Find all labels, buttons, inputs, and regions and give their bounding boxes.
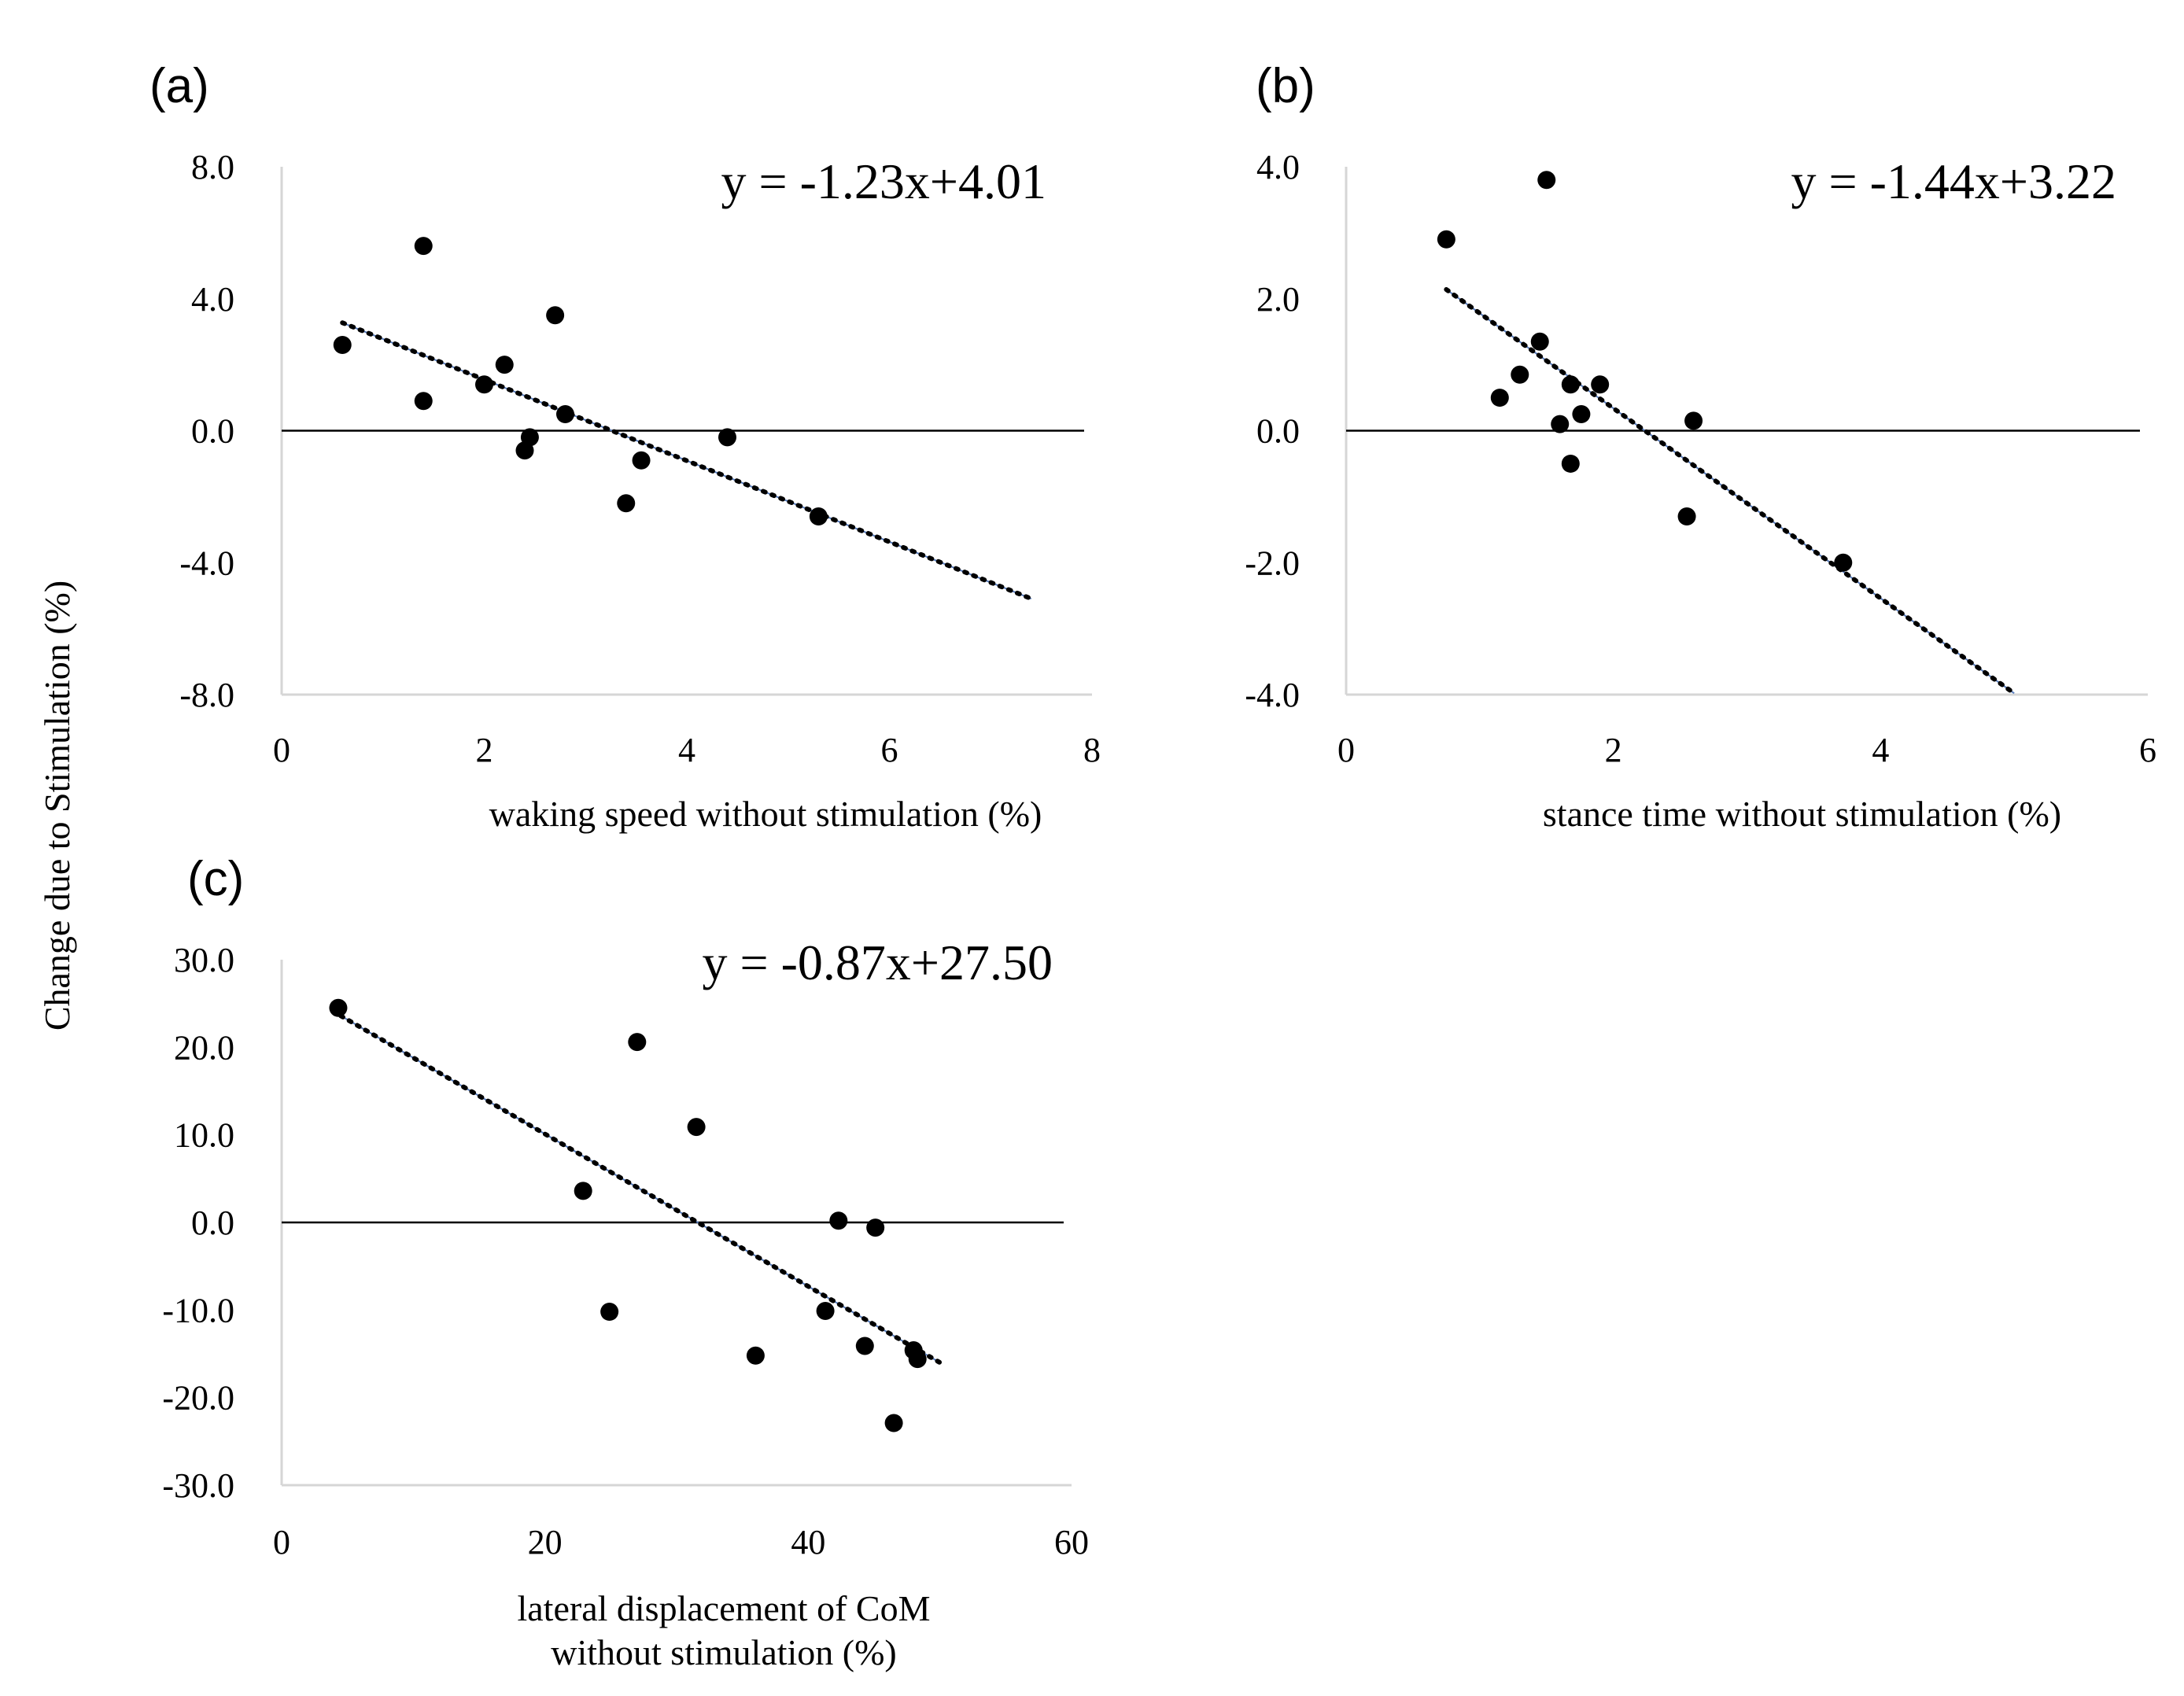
y-tick-label: 0.0 <box>191 412 234 451</box>
trendline-equation: y = -1.23x+4.01 <box>721 153 1047 209</box>
trendline <box>340 320 1034 602</box>
y-tick-label: -2.0 <box>1245 544 1300 582</box>
data-point <box>556 405 574 424</box>
x-tick-label: 0 <box>1337 731 1355 769</box>
data-point <box>687 1118 706 1137</box>
data-point <box>718 428 736 447</box>
data-point <box>475 375 493 394</box>
y-tick-label: 4.0 <box>1256 148 1300 186</box>
data-point <box>816 1301 835 1320</box>
x-tick-label: 4 <box>1872 731 1889 769</box>
panel-label: (c) <box>187 852 244 906</box>
x-tick-label: 2 <box>1605 731 1622 769</box>
data-point <box>1834 553 1853 572</box>
data-point <box>1511 365 1529 384</box>
chart-panel-1: (a) 8.0 4.0 0.0 -4.0 -8.0 0 2 4 6 8 waking speed wi… <box>149 59 1101 834</box>
shared-y-axis-title: Change due to Stimulation (%) <box>37 581 77 1031</box>
data-point <box>414 237 433 256</box>
y-tick-label: -20.0 <box>162 1379 234 1418</box>
data-point <box>1537 171 1556 190</box>
data-point <box>884 1414 903 1432</box>
trendline <box>338 1013 943 1366</box>
y-tick-label: -10.0 <box>162 1291 234 1329</box>
data-point <box>809 507 828 526</box>
x-tick-label: 20 <box>528 1523 563 1561</box>
data-point <box>333 335 352 354</box>
panel-label: (b) <box>1256 59 1315 113</box>
data-point <box>617 494 636 513</box>
data-point <box>414 392 433 411</box>
x-axis-title: stance time without stimulation (%) <box>1543 794 2061 834</box>
data-point <box>1551 415 1570 433</box>
data-point <box>628 1033 647 1052</box>
data-point <box>546 306 565 325</box>
y-tick-label: 0.0 <box>191 1204 234 1242</box>
chart-panel-3: (c) 30.0 20.0 10.0 0.0 -10.0 -20.0 -30.0 0 20 40 60… <box>162 852 1089 1672</box>
chart-panels: (a) 8.0 4.0 0.0 -4.0 -8.0 0 2 4 6 8 waking speed wi… <box>149 59 2156 1672</box>
data-point <box>1561 375 1580 394</box>
data-point <box>746 1346 765 1365</box>
data-point <box>829 1211 848 1230</box>
y-tick-label: -4.0 <box>1245 676 1300 714</box>
data-point <box>574 1182 592 1200</box>
data-point <box>632 451 651 470</box>
data-point <box>1561 454 1580 473</box>
x-tick-label: 6 <box>881 731 898 769</box>
x-tick-label: 4 <box>678 731 695 769</box>
y-tick-label: 0.0 <box>1256 412 1300 451</box>
y-tick-label: 20.0 <box>174 1028 234 1067</box>
y-tick-label: 2.0 <box>1256 280 1300 319</box>
chart-panel-2: (b) 4.0 2.0 0.0 -2.0 -4.0 0 2 4 6 stance time with… <box>1245 59 2156 834</box>
y-tick-label: 10.0 <box>174 1116 234 1155</box>
x-tick-label: 6 <box>2139 731 2156 769</box>
data-point <box>908 1350 927 1369</box>
data-point <box>329 998 348 1017</box>
data-point <box>855 1337 874 1355</box>
trendline-equation: y = -0.87x+27.50 <box>703 935 1053 990</box>
x-tick-label: 0 <box>273 1523 290 1561</box>
x-tick-label: 2 <box>476 731 493 769</box>
x-axis-title-line: lateral displacement of CoM <box>517 1588 930 1628</box>
data-point <box>1591 375 1610 394</box>
x-axis-title-line: without stimulation (%) <box>551 1632 897 1672</box>
data-point <box>1572 405 1591 424</box>
data-point <box>600 1303 619 1322</box>
y-tick-label: 30.0 <box>174 941 234 979</box>
y-tick-label: -4.0 <box>179 544 234 582</box>
data-point <box>495 356 514 374</box>
data-point <box>1437 230 1455 249</box>
y-tick-label: -8.0 <box>179 676 234 714</box>
y-tick-label: 8.0 <box>191 148 234 186</box>
data-point <box>1684 411 1703 430</box>
x-tick-label: 40 <box>791 1523 825 1561</box>
x-tick-label: 8 <box>1083 731 1101 769</box>
data-point <box>1490 389 1509 407</box>
y-tick-label: 4.0 <box>191 280 234 319</box>
x-tick-label: 0 <box>273 731 290 769</box>
data-point <box>1677 507 1696 526</box>
y-tick-label: -30.0 <box>162 1466 234 1505</box>
x-axis-title: waking speed without stimulation (%) <box>489 794 1042 834</box>
trendline <box>1444 287 2017 696</box>
panel-label: (a) <box>149 59 209 113</box>
x-tick-label: 60 <box>1054 1523 1089 1561</box>
data-point <box>520 428 539 447</box>
trendline-equation: y = -1.44x+3.22 <box>1791 153 2117 209</box>
data-point <box>1530 332 1549 351</box>
data-point <box>866 1219 885 1237</box>
